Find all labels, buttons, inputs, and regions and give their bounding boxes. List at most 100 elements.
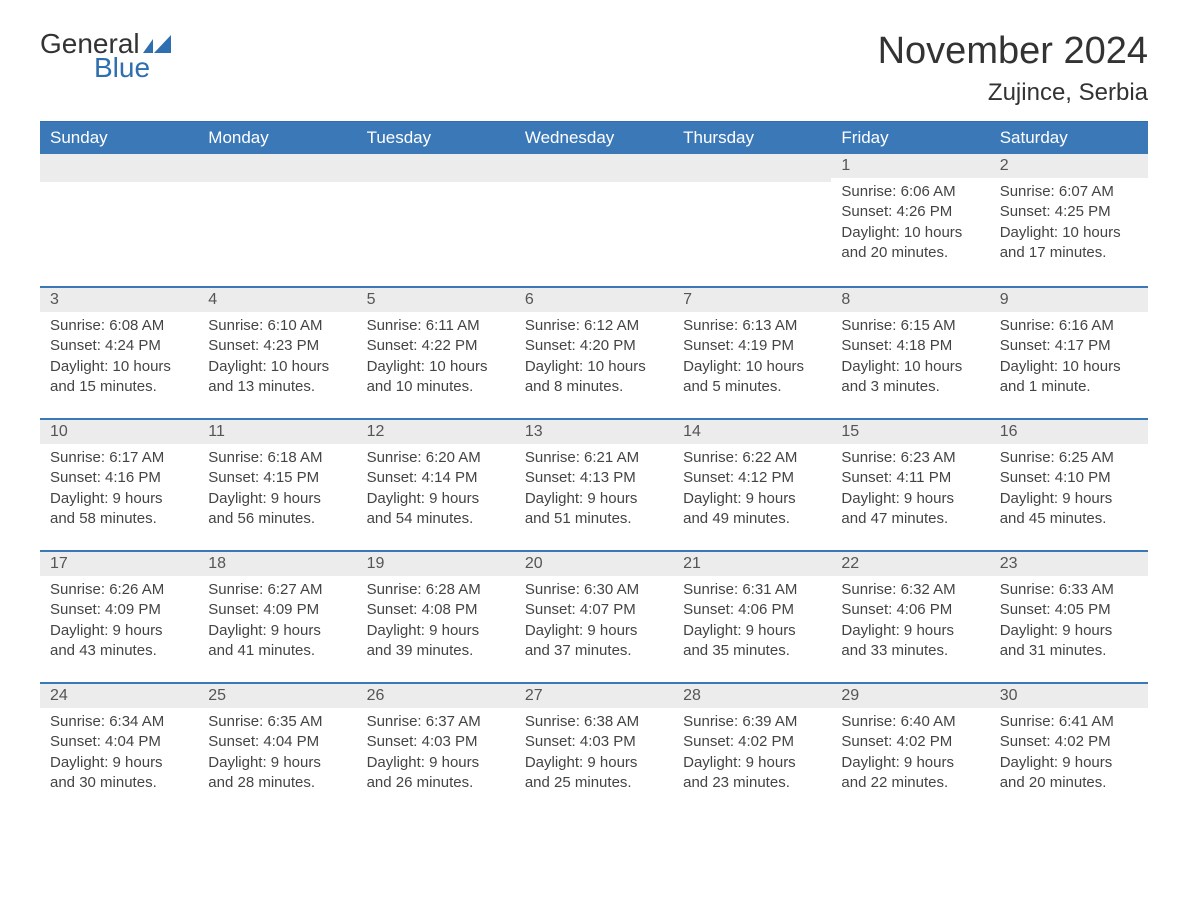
sunrise-text: Sunrise: 6:06 AM bbox=[841, 182, 979, 202]
day-number: 11 bbox=[198, 418, 356, 444]
day-details: Sunrise: 6:39 AMSunset: 4:02 PMDaylight:… bbox=[673, 708, 831, 803]
calendar-table: SundayMondayTuesdayWednesdayThursdayFrid… bbox=[40, 121, 1148, 814]
daylight-text: Daylight: 9 hours and 22 minutes. bbox=[841, 753, 979, 794]
brand-word2: Blue bbox=[94, 54, 150, 82]
daylight-text: Daylight: 10 hours and 5 minutes. bbox=[683, 357, 821, 398]
day-number: 6 bbox=[515, 286, 673, 312]
sunset-text: Sunset: 4:02 PM bbox=[841, 732, 979, 752]
day-details: Sunrise: 6:13 AMSunset: 4:19 PMDaylight:… bbox=[673, 312, 831, 407]
weekday-header-row: SundayMondayTuesdayWednesdayThursdayFrid… bbox=[40, 122, 1148, 155]
calendar-day-cell bbox=[673, 154, 831, 286]
daylight-text: Daylight: 10 hours and 8 minutes. bbox=[525, 357, 663, 398]
day-number: 5 bbox=[357, 286, 515, 312]
day-number: 18 bbox=[198, 550, 356, 576]
sunrise-text: Sunrise: 6:31 AM bbox=[683, 580, 821, 600]
daylight-text: Daylight: 9 hours and 45 minutes. bbox=[1000, 489, 1138, 530]
day-number-empty bbox=[515, 154, 673, 182]
calendar-day-cell: 9Sunrise: 6:16 AMSunset: 4:17 PMDaylight… bbox=[990, 286, 1148, 418]
calendar-day-cell: 20 Sunrise: 6:30 AMSunset: 4:07 PMDayligh… bbox=[515, 550, 673, 682]
day-number: 4 bbox=[198, 286, 356, 312]
sunrise-text: Sunrise: 6:38 AM bbox=[525, 712, 663, 732]
sunset-text: Sunset: 4:11 PM bbox=[841, 468, 979, 488]
sunset-text: Sunset: 4:03 PM bbox=[367, 732, 505, 752]
day-details: Sunrise: 6:25 AMSunset: 4:10 PMDaylight:… bbox=[990, 444, 1148, 539]
day-number: 16 bbox=[990, 418, 1148, 444]
weekday-header: Sunday bbox=[40, 122, 198, 155]
calendar-day-cell: 28Sunrise: 6:39 AMSunset: 4:02 PMDayligh… bbox=[673, 682, 831, 814]
daylight-text: Daylight: 10 hours and 17 minutes. bbox=[1000, 223, 1138, 264]
day-number: 29 bbox=[831, 682, 989, 708]
day-number: 12 bbox=[357, 418, 515, 444]
daylight-text: Daylight: 9 hours and 33 minutes. bbox=[841, 621, 979, 662]
calendar-day-cell: 7Sunrise: 6:13 AMSunset: 4:19 PMDaylight… bbox=[673, 286, 831, 418]
calendar-day-cell: 3Sunrise: 6:08 AMSunset: 4:24 PMDaylight… bbox=[40, 286, 198, 418]
day-details: Sunrise: 6:17 AMSunset: 4:16 PMDaylight:… bbox=[40, 444, 198, 539]
daylight-text: Daylight: 9 hours and 56 minutes. bbox=[208, 489, 346, 530]
daylight-text: Daylight: 9 hours and 47 minutes. bbox=[841, 489, 979, 530]
sunset-text: Sunset: 4:02 PM bbox=[683, 732, 821, 752]
sunset-text: Sunset: 4:23 PM bbox=[208, 336, 346, 356]
weekday-header: Thursday bbox=[673, 122, 831, 155]
day-number: 17 bbox=[40, 550, 198, 576]
calendar-day-cell: 17Sunrise: 6:26 AMSunset: 4:09 PMDayligh… bbox=[40, 550, 198, 682]
sunset-text: Sunset: 4:02 PM bbox=[1000, 732, 1138, 752]
sunset-text: Sunset: 4:17 PM bbox=[1000, 336, 1138, 356]
sunrise-text: Sunrise: 6:07 AM bbox=[1000, 182, 1138, 202]
sunrise-text: Sunrise: 6:34 AM bbox=[50, 712, 188, 732]
day-number-empty bbox=[357, 154, 515, 182]
daylight-text: Daylight: 9 hours and 49 minutes. bbox=[683, 489, 821, 530]
daylight-text: Daylight: 9 hours and 37 minutes. bbox=[525, 621, 663, 662]
day-number-empty bbox=[40, 154, 198, 182]
daylight-text: Daylight: 10 hours and 10 minutes. bbox=[367, 357, 505, 398]
daylight-text: Daylight: 9 hours and 31 minutes. bbox=[1000, 621, 1138, 662]
calendar-day-cell: 13Sunrise: 6:21 AMSunset: 4:13 PMDayligh… bbox=[515, 418, 673, 550]
calendar-day-cell: 8Sunrise: 6:15 AMSunset: 4:18 PMDaylight… bbox=[831, 286, 989, 418]
calendar-day-cell: 18Sunrise: 6:27 AMSunset: 4:09 PMDayligh… bbox=[198, 550, 356, 682]
day-number: 24 bbox=[40, 682, 198, 708]
daylight-text: Daylight: 10 hours and 15 minutes. bbox=[50, 357, 188, 398]
calendar-day-cell: 2Sunrise: 6:07 AMSunset: 4:25 PMDaylight… bbox=[990, 154, 1148, 286]
day-number: 25 bbox=[198, 682, 356, 708]
daylight-text: Daylight: 9 hours and 39 minutes. bbox=[367, 621, 505, 662]
daylight-text: Daylight: 10 hours and 3 minutes. bbox=[841, 357, 979, 398]
sunrise-text: Sunrise: 6:08 AM bbox=[50, 316, 188, 336]
sunset-text: Sunset: 4:13 PM bbox=[525, 468, 663, 488]
brand-logo: General Blue bbox=[40, 30, 171, 82]
day-details: Sunrise: 6:16 AMSunset: 4:17 PMDaylight:… bbox=[990, 312, 1148, 407]
weekday-header: Tuesday bbox=[357, 122, 515, 155]
calendar-day-cell bbox=[198, 154, 356, 286]
sunrise-text: Sunrise: 6:17 AM bbox=[50, 448, 188, 468]
calendar-day-cell: 1Sunrise: 6:06 AMSunset: 4:26 PMDaylight… bbox=[831, 154, 989, 286]
day-details: Sunrise: 6:18 AMSunset: 4:15 PMDaylight:… bbox=[198, 444, 356, 539]
location: Zujince, Serbia bbox=[878, 79, 1148, 107]
sunset-text: Sunset: 4:04 PM bbox=[208, 732, 346, 752]
sunset-text: Sunset: 4:14 PM bbox=[367, 468, 505, 488]
sunset-text: Sunset: 4:07 PM bbox=[525, 600, 663, 620]
sunset-text: Sunset: 4:24 PM bbox=[50, 336, 188, 356]
daylight-text: Daylight: 10 hours and 1 minute. bbox=[1000, 357, 1138, 398]
sunrise-text: Sunrise: 6:26 AM bbox=[50, 580, 188, 600]
sunset-text: Sunset: 4:18 PM bbox=[841, 336, 979, 356]
sunrise-text: Sunrise: 6:22 AM bbox=[683, 448, 821, 468]
calendar-week-row: 10Sunrise: 6:17 AMSunset: 4:16 PMDayligh… bbox=[40, 418, 1148, 550]
daylight-text: Daylight: 9 hours and 51 minutes. bbox=[525, 489, 663, 530]
day-details: Sunrise: 6:07 AMSunset: 4:25 PMDaylight:… bbox=[990, 178, 1148, 273]
day-number: 8 bbox=[831, 286, 989, 312]
calendar-week-row: 1Sunrise: 6:06 AMSunset: 4:26 PMDaylight… bbox=[40, 154, 1148, 286]
calendar-day-cell: 11Sunrise: 6:18 AMSunset: 4:15 PMDayligh… bbox=[198, 418, 356, 550]
calendar-day-cell: 4Sunrise: 6:10 AMSunset: 4:23 PMDaylight… bbox=[198, 286, 356, 418]
sunset-text: Sunset: 4:10 PM bbox=[1000, 468, 1138, 488]
day-details: Sunrise: 6:12 AMSunset: 4:20 PMDaylight:… bbox=[515, 312, 673, 407]
day-details: Sunrise: 6:35 AMSunset: 4:04 PMDaylight:… bbox=[198, 708, 356, 803]
day-number: 20 bbox=[515, 550, 673, 576]
sunrise-text: Sunrise: 6:39 AM bbox=[683, 712, 821, 732]
calendar-week-row: 24 Sunrise: 6:34 AM Sunset: 4:04 PM Dayligh… bbox=[40, 682, 1148, 814]
sunset-text: Sunset: 4:06 PM bbox=[683, 600, 821, 620]
day-details: Sunrise: 6:40 AMSunset: 4:02 PMDaylight:… bbox=[831, 708, 989, 803]
day-number: 14 bbox=[673, 418, 831, 444]
calendar-day-cell: 24Sunrise: 6:34 AMSunset: 4:04 PMDayligh… bbox=[40, 682, 198, 814]
sunrise-text: Sunrise: 6:30 AM bbox=[525, 580, 663, 600]
sunrise-text: Sunrise: 6:13 AM bbox=[683, 316, 821, 336]
sunrise-text: Sunrise: 6:23 AM bbox=[841, 448, 979, 468]
calendar-day-cell bbox=[515, 154, 673, 286]
